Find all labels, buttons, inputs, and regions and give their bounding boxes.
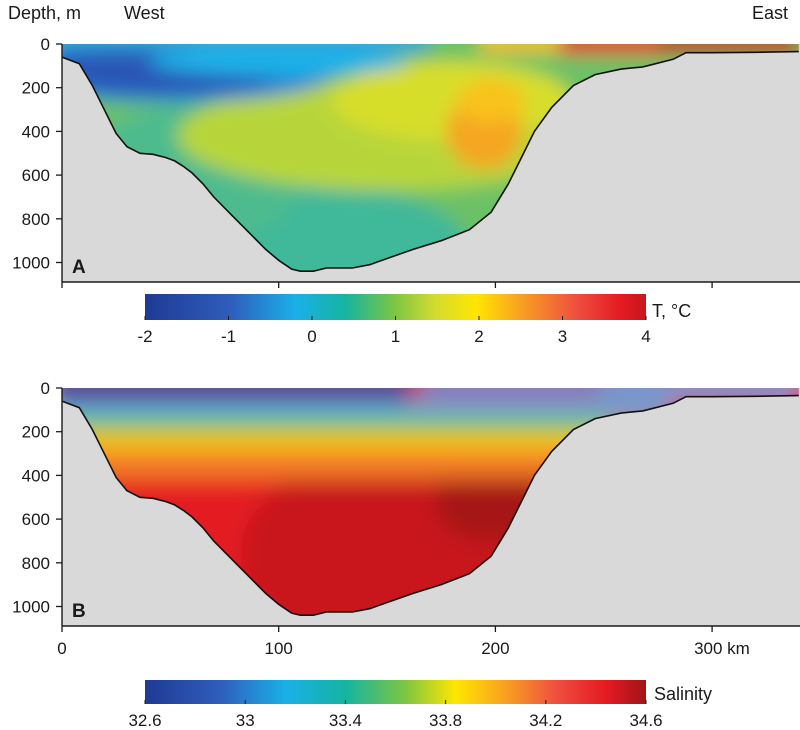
- x-tick-label: 200: [481, 639, 509, 658]
- x-tick-label: 300 km: [694, 639, 750, 658]
- colorbar-tick-label: 34.2: [529, 711, 562, 730]
- east-label: East: [752, 3, 788, 23]
- y-tick-label: 400: [22, 466, 50, 485]
- panel-b-label: B: [72, 601, 86, 622]
- colorbar-salinity: [145, 680, 646, 704]
- colorbar-tick-label: 33.4: [329, 711, 362, 730]
- seabed-line-a: [61, 50, 799, 272]
- depth-axis-label: Depth, m: [8, 3, 81, 23]
- x-ticks-b: 0 100 200 300 km: [57, 626, 750, 658]
- y-tick-label: 1000: [12, 254, 50, 273]
- y-tick-label: 600: [22, 510, 50, 529]
- colorbar-tick-label: -1: [221, 327, 236, 346]
- y-tick-label: 600: [22, 166, 50, 185]
- colorbar-tick-label: 33.8: [429, 711, 462, 730]
- colorbar-salinity-ticks: 32.6 33 33.4 33.8 34.2 34.6: [128, 700, 663, 730]
- y-tick-label: 200: [22, 423, 50, 442]
- y-ticks-a: 0 200 400 600 800 1000: [12, 35, 62, 273]
- y-tick-label: 0: [41, 35, 50, 54]
- y-tick-label: 800: [22, 554, 50, 573]
- colorbar-tick-label: 33: [236, 711, 255, 730]
- colorbar-tick-label: 0: [307, 327, 316, 346]
- colorbar-tick-label: 3: [558, 327, 567, 346]
- y-tick-label: 400: [22, 122, 50, 141]
- colorbar-tick-label: 32.6: [128, 711, 161, 730]
- colorbar-salinity-label: Salinity: [654, 684, 712, 704]
- colorbar-temperature-label: T, °C: [652, 301, 691, 321]
- colorbar-tick-label: 2: [474, 327, 483, 346]
- colorbar-tick-label: 34.6: [629, 711, 662, 730]
- panel-b: 0 200 400 600 800 1000 0 100 200 300 km B Salini…: [12, 379, 800, 730]
- y-tick-label: 0: [41, 379, 50, 398]
- y-tick-label: 800: [22, 210, 50, 229]
- y-ticks-b: 0 200 400 600 800 1000: [12, 379, 62, 617]
- panel-a: Depth, m West East 0 200 400 600 800 1000 A T…: [8, 3, 800, 346]
- colorbar-tick-label: 4: [641, 327, 650, 346]
- panel-a-label: A: [72, 257, 86, 278]
- seabed-line-b: [61, 394, 799, 616]
- colorbar-temperature: [145, 294, 646, 320]
- colorbar-tick-label: 1: [391, 327, 400, 346]
- y-tick-label: 200: [22, 79, 50, 98]
- y-tick-label: 1000: [12, 598, 50, 617]
- colorbar-tick-label: -2: [137, 327, 152, 346]
- x-tick-label: 100: [265, 639, 293, 658]
- x-tick-label: 0: [57, 639, 66, 658]
- x-ticks-a: [61, 282, 713, 288]
- colorbar-temperature-ticks: -2 -1 0 1 2 3 4: [137, 316, 651, 346]
- west-label: West: [124, 3, 165, 23]
